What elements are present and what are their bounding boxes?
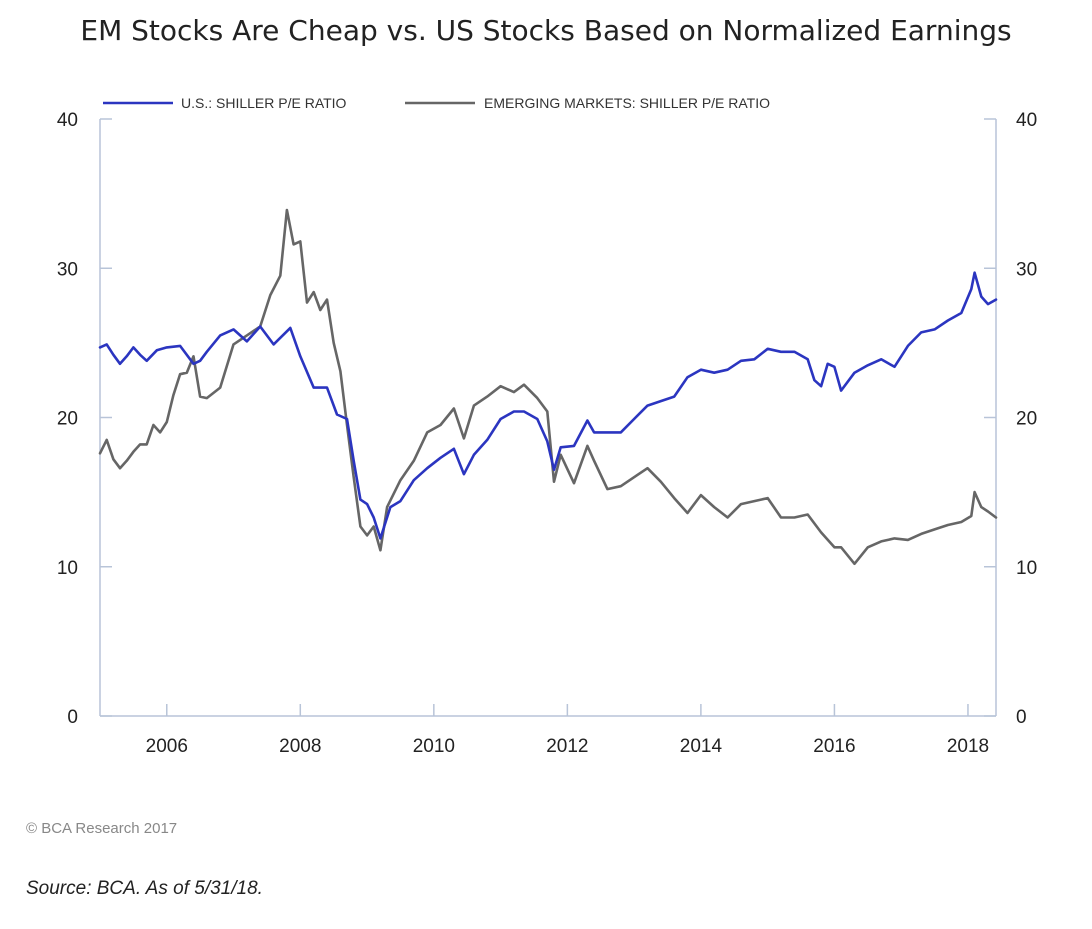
copyright-notice: © BCA Research 2017: [26, 820, 178, 837]
chart-legend: U.S.: SHILLER P/E RATIO EMERGING MARKETS:…: [103, 95, 770, 111]
x-tick-label-2016: 2016: [813, 736, 855, 757]
series-line-us: [98, 271, 998, 540]
x-axis-ticks: 2006 2008 2010 2012 2014 2016 2018: [146, 704, 989, 757]
y-tick-label-right-40: 40: [1016, 110, 1037, 131]
legend-em-label: EMERGING MARKETS: SHILLER P/E RATIO: [484, 95, 770, 111]
y-tick-label-left-40: 40: [57, 110, 78, 131]
y-tick-label-right-20: 20: [1016, 409, 1037, 430]
y-tick-label-right-10: 10: [1016, 558, 1037, 579]
x-tick-label-2014: 2014: [680, 736, 723, 757]
series-line-em: [98, 208, 998, 566]
legend-us-label: U.S.: SHILLER P/E RATIO: [181, 95, 347, 111]
x-tick-label-2010: 2010: [413, 736, 455, 757]
y-tick-label-right-30: 30: [1016, 259, 1037, 280]
x-tick-label-2012: 2012: [546, 736, 588, 757]
y-tick-label-left-20: 20: [57, 409, 78, 430]
x-tick-label-2018: 2018: [947, 736, 989, 757]
source-note: Source: BCA. As of 5/31/18.: [26, 878, 263, 899]
y-axis-right-ticks: 0 10 20 30 40: [984, 110, 1037, 728]
x-tick-label-2008: 2008: [279, 736, 321, 757]
y-tick-label-right-0: 0: [1016, 707, 1027, 728]
y-tick-label-left-30: 30: [57, 259, 78, 280]
chart-title: EM Stocks Are Cheap vs. US Stocks Based …: [80, 14, 1012, 47]
y-tick-label-left-10: 10: [57, 558, 78, 579]
series-lines: [98, 208, 998, 566]
y-tick-label-left-0: 0: [67, 707, 78, 728]
x-tick-label-2006: 2006: [146, 736, 188, 757]
y-axis-left-ticks: 0 10 20 30 40: [57, 110, 112, 728]
